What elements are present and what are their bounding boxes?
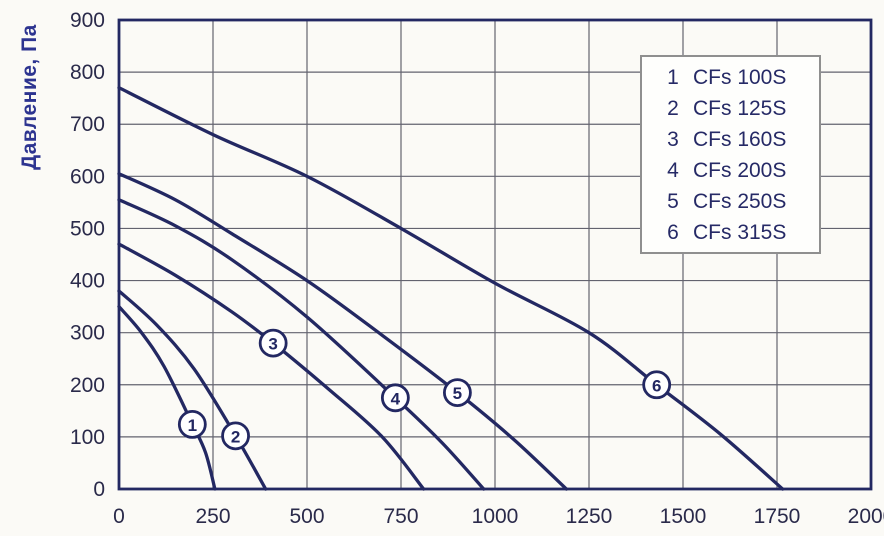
legend-box: 1 CFs 100S 2 CFs 125S 3 CFs 160S 4 CFs 2… [640,55,821,254]
curve-5-cfs-250s [117,172,569,491]
y-tick-label: 800 [70,61,105,84]
curve-6-cfs-315s [117,86,785,491]
legend-item-number: 2 [667,97,679,120]
legend-item-label: CFs 315S [693,221,787,244]
legend-item: 3 CFs 160S [642,125,819,156]
legend-item: 1 CFs 100S [642,63,819,94]
legend-item-number: 6 [667,221,679,244]
y-tick-label: 300 [70,322,105,345]
x-tick-label: 1250 [566,505,613,528]
y-tick-label: 500 [70,217,105,240]
plot-frame [117,18,873,491]
curve-marker-3 [258,328,288,358]
x-tick-label: 1750 [754,505,801,528]
curve-marker-5 [442,378,472,407]
legend-item-label: CFs 125S [693,97,787,120]
x-tick-label: 0 [113,505,125,528]
x-tick-label: 500 [289,505,324,528]
y-tick-label: 400 [70,270,105,293]
y-tick-label: 600 [70,165,105,188]
legend-item-label: CFs 250S [693,190,787,213]
curve-marker-number-6: 6 [652,376,661,395]
y-tick-label: 900 [70,9,105,32]
x-tick-label: 2000 [848,505,884,528]
legend-item: 4 CFs 200S [642,156,819,187]
legend-item-number: 3 [667,128,679,151]
y-tick-label: 700 [70,113,105,136]
legend-item: 5 CFs 250S [642,187,819,218]
curve-marker-number-3: 3 [268,335,277,354]
curve-marker-number-2: 2 [231,427,240,446]
legend-item: 6 CFs 315S [642,218,819,249]
curve-marker-2 [221,421,250,451]
legend-item: 2 CFs 125S [642,94,819,125]
legend-item-label: CFs 100S [693,66,787,89]
curve-marker-number-5: 5 [453,384,462,403]
legend-item-number: 1 [667,66,679,89]
x-tick-label: 750 [383,505,418,528]
legend-item-label: CFs 160S [693,128,787,151]
curve-marker-number-1: 1 [188,416,197,435]
legend-item-label: CFs 200S [693,159,787,182]
curve-1-cfs-100s [117,304,217,491]
curve-marker-6 [642,370,672,400]
x-tick-label: 250 [195,505,230,528]
legend-item-number: 5 [667,190,679,213]
y-tick-label: 100 [70,426,105,449]
x-tick-label: 1000 [472,505,519,528]
curve-marker-number-4: 4 [391,389,401,408]
y-tick-label: 0 [93,478,105,501]
curve-marker-4 [380,383,410,413]
y-axis-title: Давление, Па [18,24,41,170]
curve-2-cfs-125s [117,289,268,491]
curve-4-cfs-200s [117,198,486,491]
x-tick-label: 1500 [660,505,707,528]
curve-marker-1 [177,409,207,439]
y-tick-label: 200 [70,374,105,397]
legend-item-number: 4 [667,159,679,182]
